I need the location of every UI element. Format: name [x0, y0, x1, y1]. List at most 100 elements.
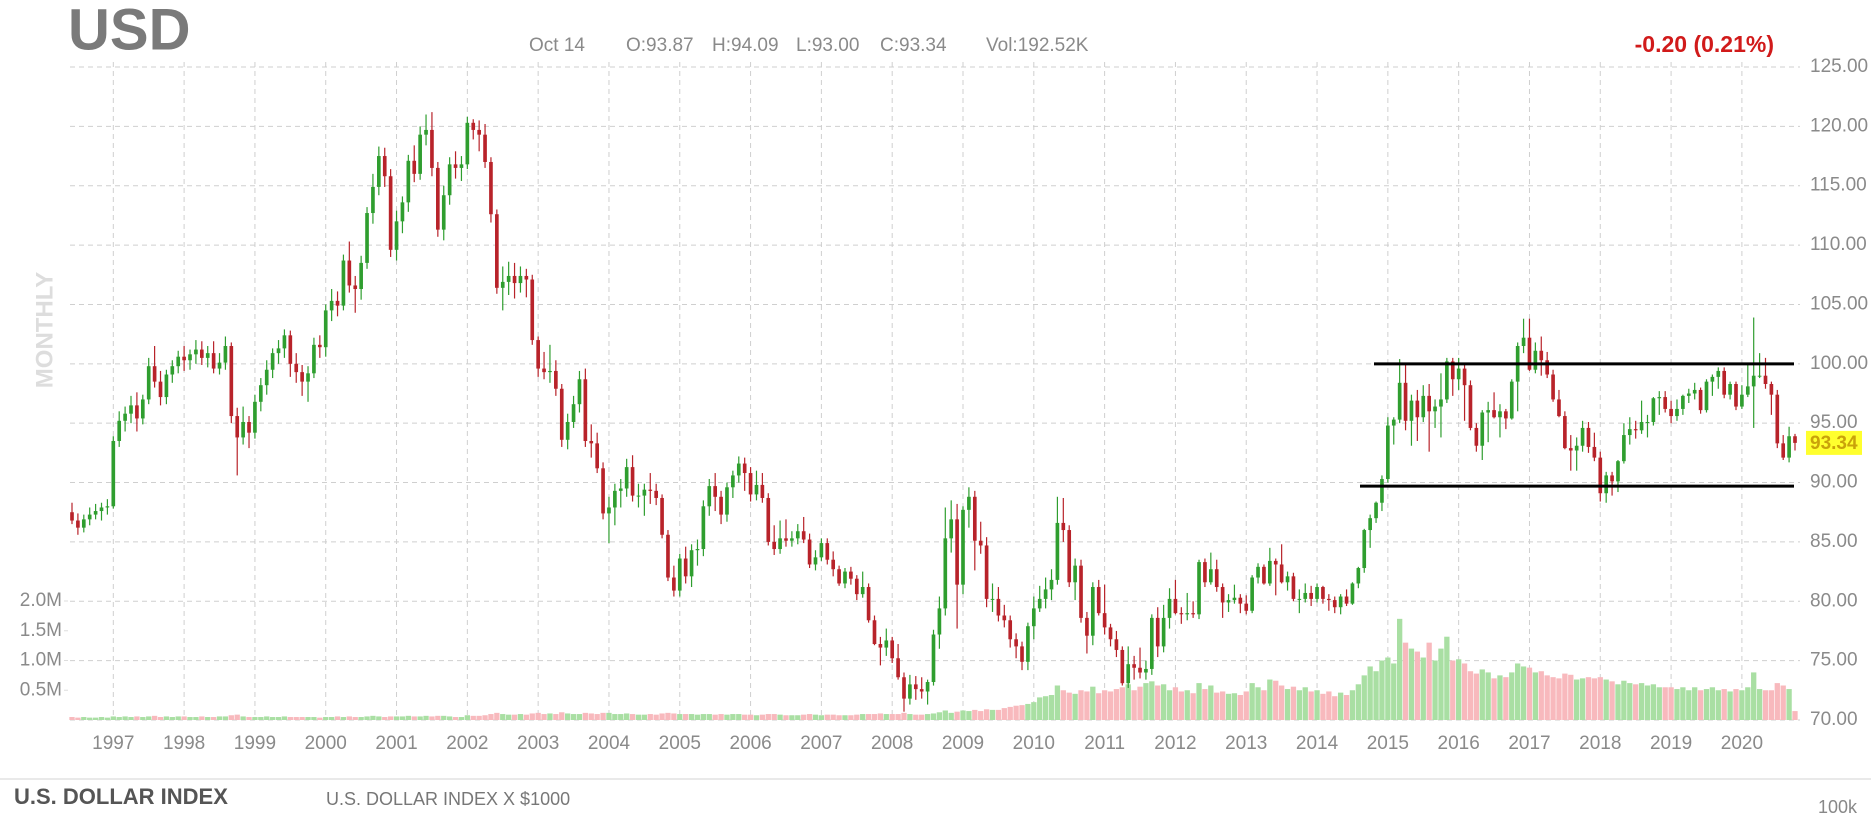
volume-bar — [936, 712, 943, 720]
candle-body — [81, 519, 86, 528]
candle-body — [583, 379, 588, 441]
panel-subtitle: U.S. DOLLAR INDEX X $1000 — [326, 789, 570, 809]
candle-body — [1716, 370, 1721, 377]
candle-body — [1521, 337, 1526, 347]
volume-bar — [789, 715, 795, 720]
candle-body — [624, 467, 629, 489]
candle-body — [194, 349, 198, 355]
candle-body — [111, 440, 116, 507]
candle-body — [412, 160, 417, 174]
volume-bar — [665, 712, 671, 720]
candle-body — [790, 538, 794, 541]
y-tick-label: 95.00 — [1810, 412, 1858, 433]
volume-bar — [146, 716, 152, 720]
volume-bar — [1532, 672, 1539, 720]
candle-body — [1380, 478, 1384, 503]
x-tick-label: 2010 — [1013, 733, 1055, 754]
candle-body — [1509, 381, 1514, 419]
candle-body — [1203, 562, 1207, 583]
volume-bar — [1515, 663, 1521, 720]
volume-bar — [1025, 703, 1031, 720]
volume-bar — [1456, 659, 1462, 720]
volume-bar — [1385, 657, 1391, 720]
candle-body — [1356, 568, 1361, 584]
candle-body — [1368, 518, 1372, 531]
volume-bar — [87, 717, 93, 720]
volume-bar — [205, 717, 211, 720]
volume-bar — [1627, 683, 1633, 720]
volume-bar — [747, 714, 754, 720]
volume-bar — [494, 712, 500, 720]
candle-body — [1179, 613, 1184, 615]
candle-body — [866, 587, 871, 621]
grid — [70, 62, 1800, 721]
candle-body — [188, 354, 192, 361]
candle-body — [253, 401, 257, 433]
volume-bar — [1225, 693, 1232, 720]
candle-body — [1226, 600, 1231, 603]
candle-body — [1391, 419, 1396, 426]
volume-bar — [1054, 685, 1061, 720]
volume-bar — [1001, 708, 1007, 720]
candle-body — [1427, 395, 1431, 412]
volume-bar — [1597, 677, 1603, 720]
quote-open: O:93.87 — [626, 35, 694, 56]
volume-bar — [547, 713, 553, 720]
candle-body — [1728, 384, 1732, 395]
candle-body — [199, 349, 204, 358]
candle-body — [1592, 446, 1597, 458]
candle-body — [666, 534, 670, 578]
volume-bar — [1461, 663, 1468, 720]
volume-tick-label: 1.5M — [20, 620, 62, 641]
volume-bar — [1397, 618, 1403, 720]
candle-body — [1633, 429, 1638, 431]
candle-body — [919, 689, 924, 692]
volume-bar — [393, 716, 400, 720]
volume-bar — [1143, 683, 1149, 720]
volume-bar — [753, 715, 760, 720]
x-tick-label: 2011 — [1084, 733, 1125, 754]
candle-body — [754, 484, 759, 495]
volume-bar — [1332, 696, 1338, 720]
volume-bar — [1160, 684, 1167, 720]
volume-bar — [1792, 711, 1798, 720]
volume-bar — [618, 714, 624, 720]
volume-bar — [989, 709, 996, 720]
candle-body — [1468, 385, 1473, 428]
y-tick-label: 120.00 — [1810, 115, 1868, 136]
volume-bar — [1526, 667, 1533, 720]
volume-bar — [765, 714, 771, 720]
volume-bar — [1668, 687, 1674, 720]
volume-bar — [482, 715, 488, 720]
volume-bar — [1131, 690, 1137, 720]
volume-bar — [836, 715, 842, 720]
candle-body — [1315, 587, 1319, 599]
candle-body — [312, 344, 316, 374]
volume-bar — [293, 717, 299, 720]
candle-body — [878, 644, 883, 648]
volume-bar — [694, 714, 701, 720]
volume-bar — [1715, 690, 1721, 720]
volume-bar — [901, 712, 907, 720]
candle-body — [1480, 412, 1485, 446]
volume-bar — [671, 713, 677, 720]
candle-body — [1657, 397, 1662, 399]
volume-bar — [1367, 666, 1373, 720]
volume-bar — [269, 717, 276, 720]
candle-body — [813, 557, 818, 565]
volume-bar — [75, 717, 81, 720]
candle-body — [978, 540, 983, 546]
x-tick-label: 2001 — [375, 733, 417, 754]
volume-bar — [1650, 684, 1657, 720]
volume-bar — [1562, 673, 1568, 720]
volume-bar — [417, 716, 423, 720]
candle-body — [571, 404, 576, 422]
candle-body — [1622, 435, 1626, 462]
candle-body — [489, 161, 493, 215]
volume-bar — [122, 716, 128, 720]
volume-bar — [842, 715, 848, 720]
candle-body — [1374, 502, 1378, 519]
candle-body — [908, 684, 912, 699]
candle-body — [1403, 382, 1408, 421]
candle-body — [1498, 411, 1502, 418]
